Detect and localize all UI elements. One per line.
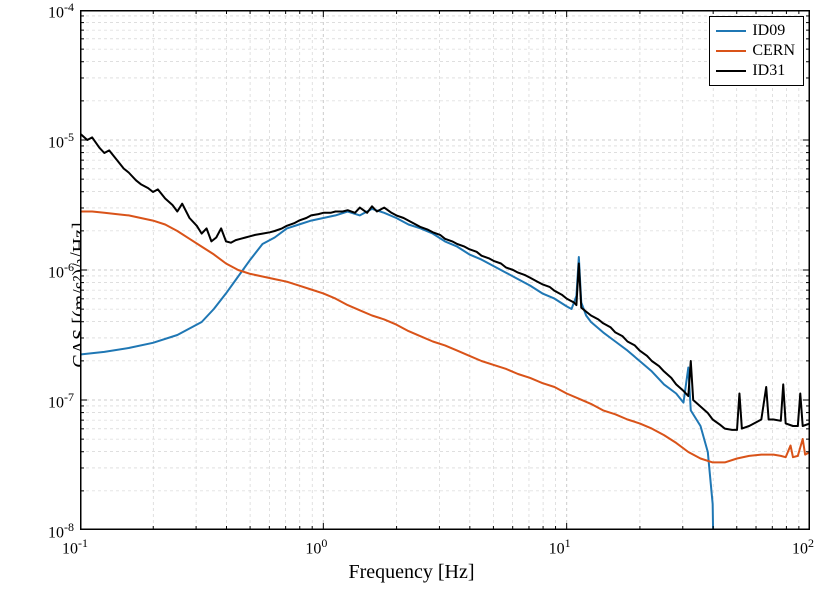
chart-container: CAS [(m/s²)/√Hz] Frequency [Hz] ID09CERN… — [0, 0, 823, 590]
legend-label: ID31 — [752, 61, 785, 81]
legend-swatch — [716, 30, 746, 32]
x-tick-label: 102 — [792, 536, 814, 558]
y-tick-label: 10-7 — [48, 390, 74, 412]
y-tick-label: 10-5 — [48, 130, 74, 152]
y-tick-label: 10-8 — [48, 520, 74, 542]
x-tick-label: 100 — [305, 536, 327, 558]
legend-swatch — [716, 50, 746, 52]
legend-label: CERN — [752, 41, 795, 61]
y-tick-label: 10-6 — [48, 260, 74, 282]
legend: ID09CERNID31 — [709, 16, 804, 86]
legend-item: ID09 — [716, 21, 795, 41]
x-axis-label: Frequency [Hz] — [348, 561, 474, 584]
legend-item: CERN — [716, 41, 795, 61]
x-tick-label: 101 — [549, 536, 571, 558]
legend-item: ID31 — [716, 61, 795, 81]
plot-svg — [80, 10, 810, 530]
plot-area: ID09CERNID31 — [80, 10, 810, 530]
legend-label: ID09 — [752, 21, 785, 41]
legend-swatch — [716, 70, 746, 72]
y-tick-label: 10-4 — [48, 0, 74, 22]
